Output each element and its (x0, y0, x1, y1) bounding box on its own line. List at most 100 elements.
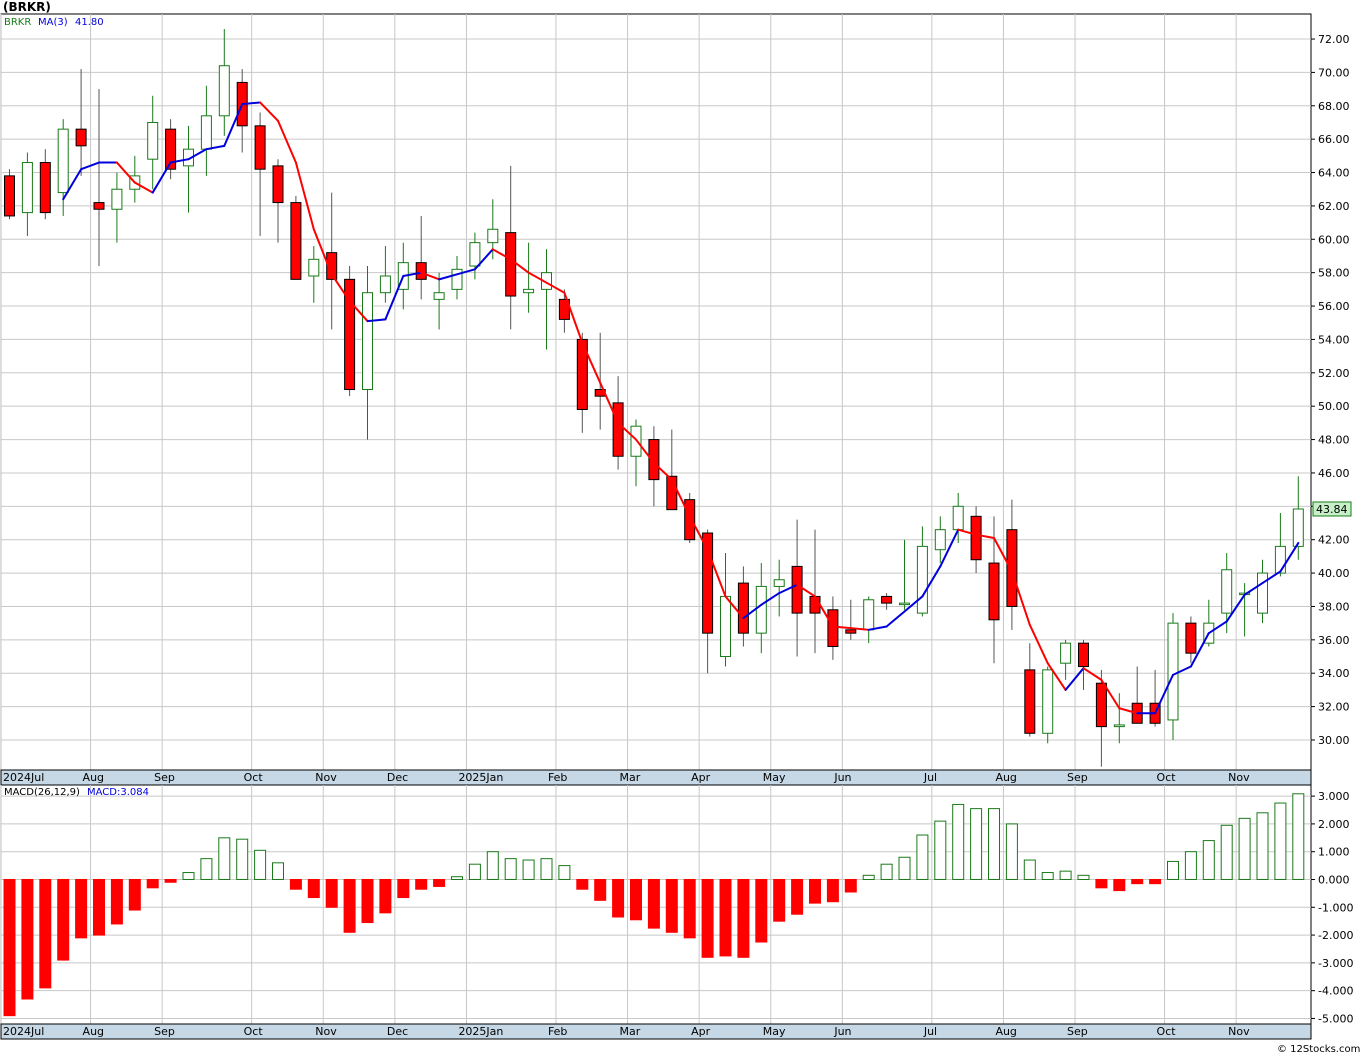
candle (791, 519, 803, 657)
candle-body (362, 292, 373, 390)
candle-body (1042, 669, 1054, 734)
candle-body (648, 439, 660, 481)
candle-body (827, 609, 839, 648)
macd-bar (21, 878, 34, 1000)
price-tick-label: 64.00 (1318, 167, 1350, 180)
macd-bar (93, 878, 105, 936)
macd-bar (773, 878, 786, 922)
ma-segment (814, 595, 834, 628)
candle (827, 596, 839, 660)
ma-segment (1046, 662, 1067, 691)
candle (4, 169, 15, 220)
macd-month-axis-band (0, 1023, 1312, 1040)
ma-segment (187, 148, 208, 161)
candle-body (469, 242, 481, 267)
price-tick-label: 56.00 (1318, 300, 1350, 313)
candle-body (1221, 569, 1233, 614)
macd-month-label: Jul (923, 1025, 937, 1038)
macd-bar (1005, 823, 1018, 880)
price-tick-label: 66.00 (1318, 133, 1350, 146)
last-price-badge-box (1312, 501, 1352, 517)
ma-segment (509, 258, 530, 274)
candle (1006, 499, 1018, 630)
candle (308, 245, 320, 303)
macd-bar (1113, 878, 1126, 892)
candle-body (845, 629, 857, 634)
candle (165, 119, 177, 180)
candle-body (326, 252, 338, 280)
candle-body (344, 278, 356, 390)
price-month-label: Sep (1067, 771, 1088, 784)
candle (1274, 512, 1286, 577)
candle-body (272, 165, 284, 204)
price-month-label: Mar (620, 771, 641, 784)
macd-bar (415, 878, 428, 890)
macd-tick-label: 0.000 (1318, 873, 1350, 886)
macd-bar (1220, 824, 1233, 880)
macd-bar (75, 878, 88, 939)
price-tick-label: 50.00 (1318, 400, 1350, 413)
macd-tick-label: 2.000 (1318, 818, 1350, 831)
macd-bar (254, 849, 267, 880)
candle (505, 165, 517, 330)
price-tick-label: 34.00 (1318, 667, 1350, 680)
macd-month-label: Nov (315, 1025, 337, 1038)
ma-segment (241, 101, 262, 106)
price-tick-label: 40.00 (1318, 567, 1350, 580)
candle-body (1024, 669, 1036, 734)
candle-body (111, 188, 123, 210)
ma-segment (993, 537, 1013, 573)
macd-bar (576, 878, 589, 890)
macd-legend: MACD(26,12,9) MACD:3.084 (4, 787, 149, 798)
macd-bar (433, 878, 446, 887)
candle-body (415, 262, 427, 280)
ma-segment (151, 161, 172, 194)
candle (218, 29, 230, 136)
macd-month-label: 2025Jan (458, 1025, 503, 1038)
price-month-label: Apr (691, 771, 711, 784)
ma-segment (1243, 582, 1264, 596)
macd-bar (451, 876, 463, 880)
price-tick-label: 70.00 (1318, 66, 1350, 79)
ma-segment (1225, 593, 1246, 623)
ma-segment (545, 281, 566, 294)
candle (648, 426, 660, 507)
candle-body (1060, 642, 1072, 664)
ma-segment (1064, 667, 1085, 691)
macd-tick-label: 3.000 (1318, 790, 1350, 803)
ma-segment (957, 528, 978, 536)
macd-month-label: Feb (548, 1025, 567, 1038)
price-legend: BRKR MA(3) 41.80 (4, 17, 104, 28)
ma-segment (1100, 678, 1121, 710)
candle (254, 112, 266, 236)
candle (737, 566, 749, 647)
ma-segment (420, 271, 441, 281)
candle (147, 95, 159, 190)
candle (916, 526, 928, 617)
ma-segment (1261, 570, 1282, 585)
candle (576, 332, 588, 433)
macd-month-label: Aug (83, 1025, 104, 1038)
price-month-label: Jul (923, 771, 937, 784)
candle-body (1185, 622, 1197, 654)
macd-bar (289, 878, 302, 890)
ma-segment (617, 421, 637, 441)
price-month-label: Sep (154, 771, 175, 784)
macd-bar (880, 863, 893, 880)
price-tick-label: 72.00 (1318, 33, 1350, 46)
candle-body (612, 402, 624, 457)
candle (326, 192, 338, 330)
macd-bar (934, 820, 947, 880)
macd-month-label: Nov (1228, 1025, 1250, 1038)
macd-legend-value: MACD:3.084 (87, 787, 149, 798)
macd-bar (307, 878, 320, 899)
ma-segment (80, 161, 100, 171)
candle (934, 516, 946, 564)
macd-bar (522, 859, 535, 880)
ma-segment (1028, 623, 1049, 665)
price-month-label: Feb (548, 771, 567, 784)
candle (1024, 643, 1036, 737)
candle (845, 599, 857, 640)
candle (1078, 639, 1089, 690)
macd-bar (1202, 840, 1215, 880)
